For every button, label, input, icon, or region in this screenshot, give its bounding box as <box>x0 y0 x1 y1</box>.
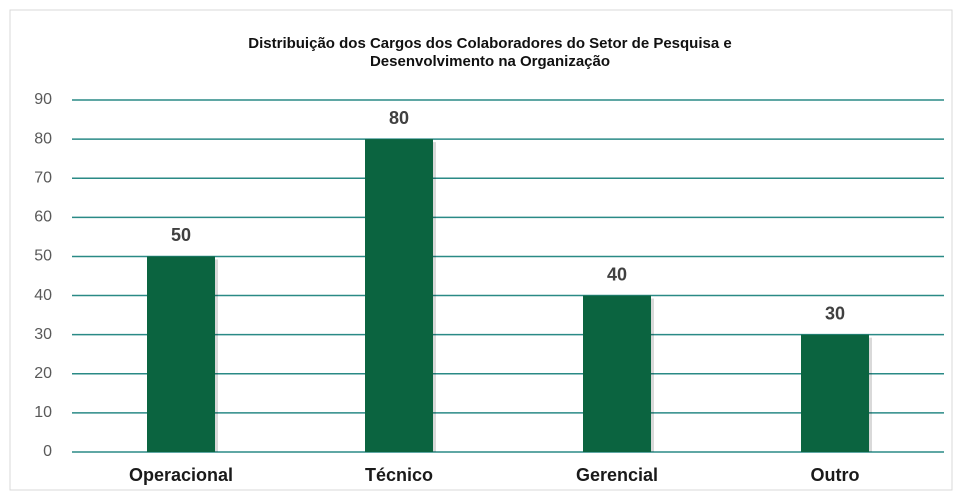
y-tick-label: 90 <box>34 91 52 108</box>
bar <box>583 295 651 452</box>
x-tick-label: Outro <box>811 465 860 485</box>
y-tick-label: 60 <box>34 209 52 226</box>
data-label: 50 <box>171 225 191 245</box>
y-tick-label: 80 <box>34 130 52 147</box>
chart-title: Distribuição dos Cargos dos Colaboradore… <box>248 35 731 52</box>
bar <box>801 334 869 452</box>
data-label: 80 <box>389 108 409 128</box>
chart-title: Desenvolvimento na Organização <box>370 53 610 70</box>
data-label: 30 <box>825 303 845 323</box>
y-tick-label: 30 <box>34 326 52 343</box>
y-tick-label: 40 <box>34 287 52 304</box>
bar <box>147 256 215 452</box>
y-tick-label: 70 <box>34 169 52 186</box>
y-tick-label: 20 <box>34 365 52 382</box>
x-tick-label: Operacional <box>129 465 233 485</box>
x-tick-label: Gerencial <box>576 465 658 485</box>
y-tick-label: 50 <box>34 248 52 265</box>
y-tick-label: 10 <box>34 404 52 421</box>
y-tick-label: 0 <box>43 443 52 460</box>
data-label: 40 <box>607 264 627 284</box>
x-tick-label: Técnico <box>365 465 433 485</box>
bar <box>365 139 433 452</box>
